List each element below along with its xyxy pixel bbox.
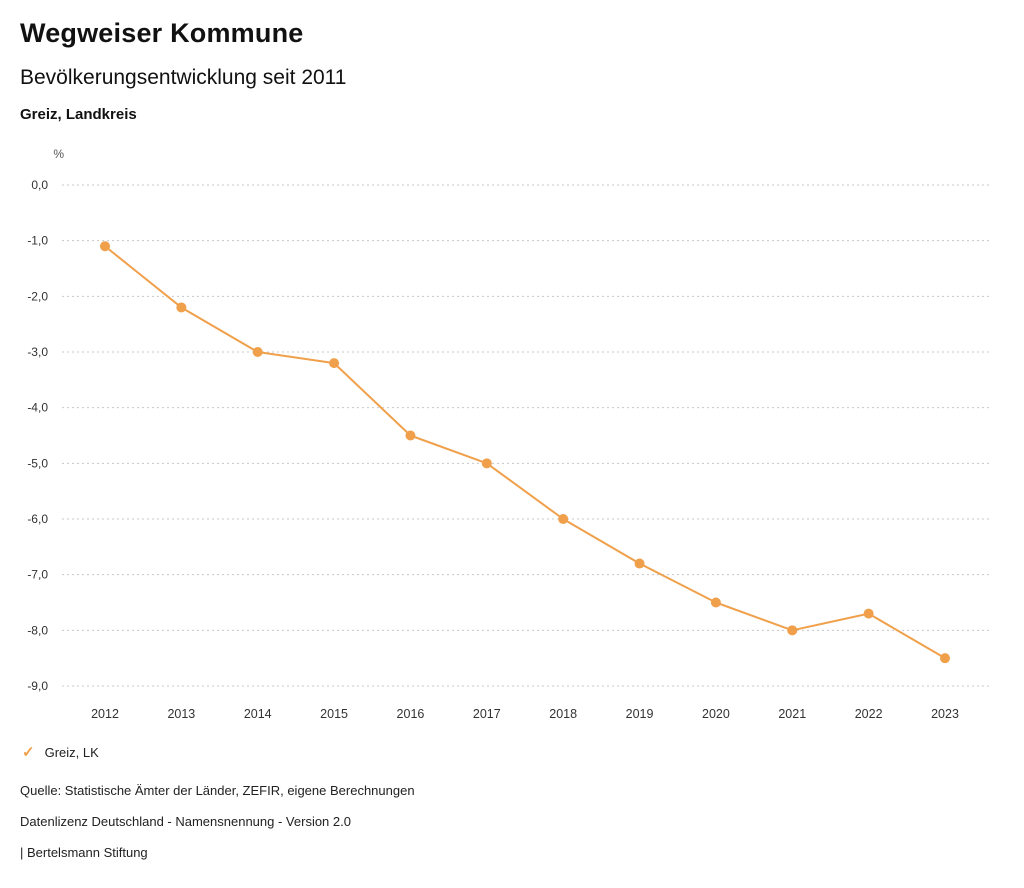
- x-tick-label: 2019: [626, 707, 654, 721]
- data-point[interactable]: [252, 347, 263, 357]
- y-tick-label: -2,0: [27, 289, 48, 303]
- x-tick-label: 2023: [931, 707, 959, 721]
- data-point[interactable]: [787, 625, 798, 636]
- y-tick-label: -4,0: [27, 401, 48, 415]
- x-tick-label: 2020: [702, 707, 730, 721]
- license-note: Datenlizenz Deutschland - Namensnennung …: [20, 814, 351, 829]
- y-tick-label: -8,0: [27, 623, 48, 637]
- check-icon: ✓: [22, 744, 35, 761]
- x-tick-label: 2013: [167, 707, 195, 721]
- x-tick-label: 2022: [855, 707, 883, 721]
- y-tick-label: -7,0: [27, 568, 48, 582]
- chart-region-label: Greiz, Landkreis: [20, 106, 137, 123]
- data-point[interactable]: [329, 358, 340, 369]
- x-tick-label: 2014: [244, 707, 272, 721]
- y-tick-label: -9,0: [27, 679, 48, 693]
- line-chart-svg: % 0,0 -1,0 -2,0 -3,0 -4,0 -5,0 -6,0 -7,0 -8,0 -9,0…: [27, 147, 992, 721]
- x-tick-label: 2017: [473, 707, 501, 721]
- source-note: Quelle: Statistische Ämter der Länder, Z…: [20, 783, 415, 798]
- data-point[interactable]: [558, 514, 569, 524]
- data-point[interactable]: [634, 558, 645, 569]
- x-tick-label: 2016: [397, 707, 425, 721]
- legend-label: Greiz, LK: [44, 745, 99, 760]
- data-point[interactable]: [863, 608, 874, 619]
- data-point[interactable]: [481, 458, 492, 469]
- chart-title: Bevölkerungsentwicklung seit 2011: [20, 66, 347, 89]
- x-tick-label: 2021: [778, 707, 806, 721]
- x-tick-label: 2018: [549, 707, 577, 721]
- line-chart: % 0,0 -1,0 -2,0 -3,0 -4,0 -5,0 -6,0 -7,0 -8,0 -9,0…: [0, 140, 1024, 740]
- y-tick-label: -1,0: [27, 234, 48, 248]
- publisher-note: | Bertelsmann Stiftung: [20, 845, 148, 860]
- y-tick-label: -3,0: [27, 345, 48, 359]
- chart-footer: Quelle: Statistische Ämter der Länder, Z…: [20, 784, 920, 877]
- x-tick-label: 2015: [320, 707, 348, 721]
- data-point[interactable]: [176, 302, 187, 313]
- data-point[interactable]: [710, 597, 721, 608]
- y-tick-label: 0,0: [31, 178, 48, 192]
- y-axis-unit-label: %: [53, 147, 64, 161]
- data-point[interactable]: [100, 241, 110, 252]
- data-point[interactable]: [940, 653, 950, 664]
- x-tick-label: 2012: [91, 707, 119, 721]
- legend-item-greiz-lk[interactable]: ✓ Greiz, LK: [22, 745, 99, 760]
- data-line: [104, 245, 946, 660]
- y-tick-label: -6,0: [27, 512, 48, 526]
- page-title: Wegweiser Kommune: [20, 18, 304, 48]
- y-tick-label: -5,0: [27, 456, 48, 470]
- data-point[interactable]: [405, 430, 416, 441]
